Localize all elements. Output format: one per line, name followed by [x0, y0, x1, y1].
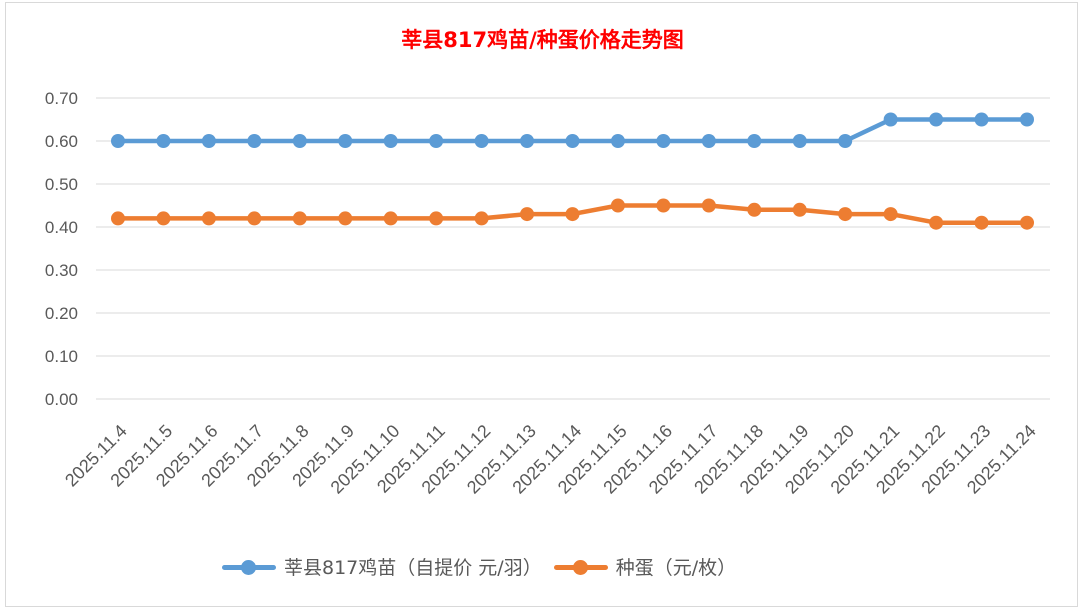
- data-point: [429, 134, 444, 148]
- data-point: [156, 211, 171, 226]
- data-point: [701, 134, 716, 148]
- data-point: [383, 134, 398, 148]
- data-point: [474, 211, 489, 226]
- data-point: [520, 134, 535, 148]
- y-tick-label: 0.60: [45, 132, 78, 151]
- data-point: [520, 207, 535, 222]
- data-point: [610, 134, 625, 148]
- data-point: [610, 198, 625, 213]
- data-point: [1020, 215, 1034, 230]
- legend-item-chick[interactable]: 莘县817鸡苗（自提价 元/羽）: [220, 553, 542, 580]
- data-point: [201, 134, 216, 148]
- data-point: [792, 134, 807, 148]
- y-tick-label: 0.10: [45, 347, 78, 366]
- data-point: [201, 211, 216, 226]
- data-point: [338, 211, 353, 226]
- data-point: [929, 112, 944, 127]
- data-point: [565, 134, 580, 148]
- data-point: [1020, 112, 1034, 127]
- legend: 莘县817鸡苗（自提价 元/羽） 种蛋（元/枚）: [220, 553, 746, 580]
- data-point: [111, 134, 125, 148]
- legend-label: 莘县817鸡苗（自提价 元/羽）: [284, 557, 542, 579]
- data-point: [247, 134, 262, 148]
- data-point: [701, 198, 716, 213]
- y-tick-label: 0.00: [45, 390, 78, 409]
- data-point: [747, 202, 762, 217]
- data-point: [656, 198, 671, 213]
- data-point: [883, 112, 898, 127]
- chart-title: 莘县817鸡苗/种蛋价格走势图: [401, 28, 684, 52]
- data-point: [929, 215, 944, 230]
- data-point: [247, 211, 262, 226]
- y-tick-label: 0.50: [45, 175, 78, 194]
- data-point: [429, 211, 444, 226]
- data-point: [838, 134, 853, 148]
- data-point: [974, 112, 989, 127]
- data-point: [111, 211, 125, 226]
- y-tick-label: 0.20: [45, 304, 78, 323]
- legend-label: 种蛋（元/枚）: [615, 557, 737, 579]
- data-point: [656, 134, 671, 148]
- data-point: [292, 134, 307, 148]
- data-point: [838, 207, 853, 222]
- data-point: [474, 134, 489, 148]
- data-point: [156, 134, 171, 148]
- y-tick-label: 0.70: [45, 89, 78, 108]
- data-point: [292, 211, 307, 226]
- data-point: [565, 207, 580, 222]
- data-point: [747, 134, 762, 148]
- y-tick-label: 0.30: [45, 261, 78, 280]
- data-point: [338, 134, 353, 148]
- legend-marker-icon: [552, 557, 610, 577]
- data-point: [974, 215, 989, 230]
- chart-frame: [5, 2, 1078, 607]
- data-point: [883, 207, 898, 222]
- y-tick-label: 0.40: [45, 218, 78, 237]
- data-point: [383, 211, 398, 226]
- legend-item-egg[interactable]: 种蛋（元/枚）: [552, 553, 736, 580]
- data-point: [792, 202, 807, 217]
- legend-marker-icon: [220, 557, 278, 577]
